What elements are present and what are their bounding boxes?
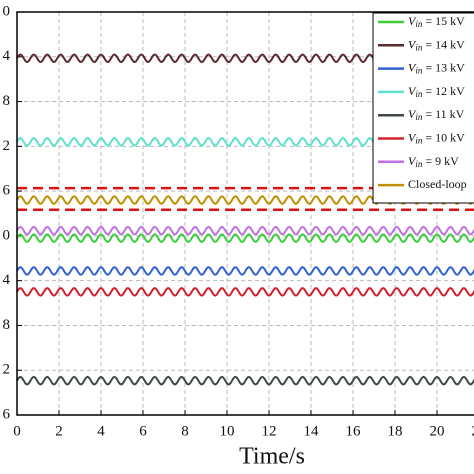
legend-label: Vin = 11 kV (408, 107, 465, 122)
x-tick-label: 22 (472, 423, 474, 439)
x-tick-label: 10 (220, 423, 235, 439)
x-tick-label: 12 (262, 423, 277, 439)
y-tick-label: 2 (3, 362, 11, 378)
legend-label: Vin = 9 kV (408, 154, 459, 169)
x-axis-label: Time/s (239, 444, 305, 470)
plot-frame (16, 11, 474, 416)
y-tick-label: 0 (3, 3, 11, 19)
y-tick-label: 2 (3, 138, 11, 154)
series-line (16, 225, 474, 236)
y-tick-label: 8 (3, 317, 11, 333)
y-tick-label: 4 (3, 272, 11, 288)
x-tick-label: 4 (97, 423, 105, 439)
x-tick-label: 14 (304, 423, 320, 439)
x-tick-label: 2 (55, 423, 63, 439)
x-tick-label: 18 (388, 423, 403, 439)
x-tick-label: 8 (181, 423, 189, 439)
legend: Vin = 15 kV Vin = 14 kV Vin = 13 kV Vin = 1… (372, 12, 474, 204)
x-tick-label: 6 (139, 423, 147, 439)
series-line (16, 266, 474, 276)
x-tick-label: 20 (430, 423, 445, 439)
x-tick-label: 16 (346, 423, 362, 439)
series-line (16, 287, 474, 297)
y-tick-label: 0 (3, 227, 11, 243)
y-tick-label: 8 (3, 93, 11, 109)
series-line (16, 233, 474, 243)
legend-label: Vin = 15 kV (408, 14, 465, 29)
y-tick-label: 4 (3, 48, 11, 64)
legend-label: Vin = 14 kV (408, 37, 465, 52)
series-line (16, 375, 474, 386)
y-tick-label: 6 (3, 183, 11, 199)
legend-label: Vin = 12 kV (408, 84, 465, 99)
x-tick-label: 0 (13, 423, 21, 439)
legend-label: Vin = 10 kV (408, 130, 465, 145)
legend-label: Vin = 13 kV (408, 60, 465, 75)
legend-label: Closed-loop (408, 177, 467, 191)
y-tick-label: 6 (3, 406, 11, 422)
